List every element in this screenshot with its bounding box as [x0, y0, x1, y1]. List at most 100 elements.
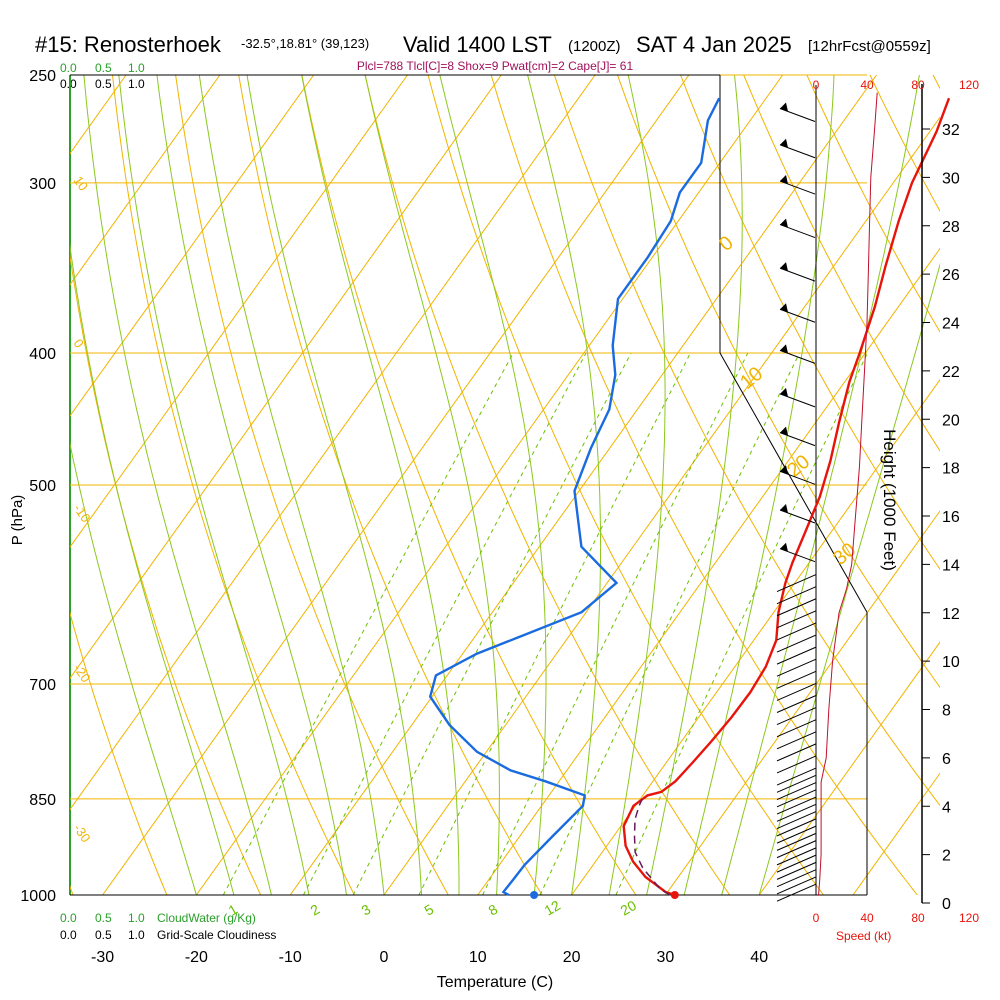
wind-barb-staff [776, 670, 817, 689]
x-tick-label: 30 [657, 949, 675, 966]
x-tick-label: -30 [91, 949, 114, 966]
height-tick-label: 10 [942, 654, 960, 671]
speed-tick-top: 40 [860, 78, 874, 92]
speed-tick-top: 0 [813, 78, 820, 92]
cloud-top-green-2: 1.0 [128, 61, 145, 75]
moist-adiabat-line [156, 75, 347, 895]
cloud-bottom-black-1: 0.5 [95, 928, 112, 942]
wind-barb-staff [776, 622, 817, 641]
moist-adiabat-label: 0 [715, 232, 738, 256]
dry-adiabat-line [984, 51, 1000, 924]
dry-adiabat-line [616, 75, 940, 689]
dry-adiabat-line [70, 611, 168, 895]
wind-barb-staff [776, 825, 817, 844]
cloud-bottom-black-2: 1.0 [128, 928, 145, 942]
height-tick-label: 28 [942, 219, 960, 236]
wind-barb [776, 743, 817, 762]
x-tick-label: 10 [469, 949, 487, 966]
height-tick-label: 16 [942, 509, 960, 526]
wind-barb [776, 574, 817, 593]
wind-barb-staff [776, 854, 817, 873]
speed-tick-bottom: 120 [959, 911, 979, 925]
isotherm-line [758, 641, 940, 895]
wind-barb-staff [776, 869, 817, 888]
y-axis-label: P (hPa) [9, 495, 26, 546]
wind-barb [776, 658, 817, 677]
sounding-profiles [428, 97, 951, 899]
wind-barb [776, 719, 817, 738]
dry-adiabat-line [553, 75, 940, 807]
height-tick-label: 0 [942, 896, 951, 913]
moist-adiabat-label: 30 [829, 539, 860, 570]
cloud-top-black-2: 1.0 [128, 77, 145, 91]
y-tick-label: 400 [29, 346, 56, 363]
isotherm-line [70, 75, 221, 286]
moist-adiabat-line [301, 75, 460, 895]
wind-barb [779, 102, 816, 122]
mixing-ratio-label: 5 [422, 901, 437, 919]
isotherm-line [0, 75, 32, 895]
wind-barb [776, 840, 817, 859]
moist-adiabat-line [683, 75, 835, 895]
cloud-bottom-green-1: 0.5 [95, 911, 112, 925]
x-axis-label: Temperature (C) [437, 974, 553, 991]
cloud-top-black-0: 0.0 [60, 77, 77, 91]
y-tick-label: 1000 [20, 888, 56, 905]
dry-adiabat-line [364, 75, 731, 895]
wind-barb [776, 695, 817, 713]
height-tick-label: 30 [942, 170, 960, 187]
wind-barb [776, 883, 817, 902]
wind-barb [779, 262, 816, 282]
surface-dewpoint-marker [530, 891, 539, 899]
moist-adiabat-line [118, 75, 310, 895]
wind-barb-flag [780, 138, 788, 148]
moist-adiabat-line [246, 75, 422, 895]
y-tick-label: 500 [29, 478, 56, 495]
wind-barb-flag [780, 504, 788, 513]
cloud-bottom-black-label: Grid-Scale Cloudiness [157, 928, 276, 942]
wind-barb [779, 504, 816, 524]
speed-profile-line [818, 92, 878, 896]
moist-adiabat-line [646, 75, 743, 895]
wind-barb-staff [776, 574, 817, 593]
wind-barb-staff [776, 796, 817, 815]
moist-adiabat-line [198, 75, 385, 895]
mixing-ratio-label: 2 [308, 901, 323, 919]
moist-adiabat-line [70, 243, 235, 895]
speed-tick-top: 80 [911, 78, 925, 92]
height-tick-label: 14 [942, 557, 960, 574]
wind-barb [776, 782, 817, 801]
wind-barb-staff [776, 586, 817, 605]
wind-barb [779, 138, 816, 159]
x-tick-label: 40 [750, 949, 768, 966]
wind-barb [779, 387, 816, 408]
cloud-bottom-green-0: 0.0 [60, 911, 77, 925]
dry-adiabat-line [301, 75, 637, 895]
dry-adiabat-line [490, 75, 918, 895]
speed-tick-top: 120 [959, 78, 979, 92]
wind-barb [776, 646, 817, 665]
dry-adiabat-line [111, 75, 356, 895]
height-axis-label: Height (1000 Feet) [880, 429, 899, 571]
wind-barb [776, 682, 817, 701]
moist-adiabat-line [364, 75, 500, 895]
cloud-scale-top: 0.0 0.5 1.0 0.0 0.5 1.0 [60, 61, 145, 91]
cloud-top-green-1: 0.5 [95, 61, 112, 75]
mixing-ratio-line [615, 352, 868, 895]
wind-barb-flag [780, 387, 788, 397]
wind-barb-flag [780, 102, 788, 112]
height-tick-label: 24 [942, 316, 960, 333]
isotherm-line [664, 510, 940, 895]
wind-barb-staff [776, 634, 817, 653]
dry-adiabat-label: 0 [71, 336, 87, 351]
chart-title-station: #15: Renosterhoek [35, 32, 222, 57]
chart-title-date: SAT 4 Jan 2025 [636, 32, 792, 57]
mixing-ratio-label: 20 [618, 897, 640, 919]
wind-barb [776, 847, 817, 866]
dry-adiabat-line [806, 75, 940, 333]
temperature-line [622, 97, 951, 897]
background-lines [0, 51, 1000, 924]
speed-tick-bottom: 40 [860, 911, 874, 925]
wind-barb-staff [776, 682, 817, 701]
dry-adiabat-line [869, 75, 940, 213]
